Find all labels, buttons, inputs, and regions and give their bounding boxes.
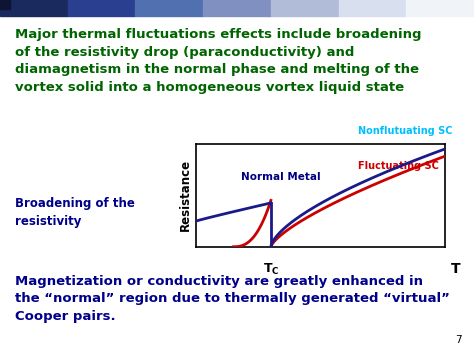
Bar — [68, 0, 136, 16]
Bar — [136, 0, 203, 16]
Bar — [406, 0, 474, 16]
Bar — [338, 0, 406, 16]
Bar — [0, 0, 68, 16]
Text: $\mathbf{T_C}$: $\mathbf{T_C}$ — [263, 262, 279, 277]
Text: 7: 7 — [456, 335, 462, 345]
Text: $\mathbf{T}$: $\mathbf{T}$ — [450, 262, 462, 276]
Bar — [0, 0, 10, 9]
Text: Broadening of the
resistivity: Broadening of the resistivity — [15, 197, 135, 228]
Text: Major thermal fluctuations effects include broadening
of the resistivity drop (p: Major thermal fluctuations effects inclu… — [15, 28, 421, 93]
Text: Fluctuating SC: Fluctuating SC — [358, 162, 439, 171]
Text: Nonflutuating SC: Nonflutuating SC — [358, 126, 453, 136]
Text: Magnetization or conductivity are greatly enhanced in
the “normal” region due to: Magnetization or conductivity are greatl… — [15, 275, 450, 323]
Bar — [271, 0, 338, 16]
Y-axis label: Resistance: Resistance — [179, 159, 192, 231]
Bar — [203, 0, 271, 16]
Text: Normal Metal: Normal Metal — [241, 172, 320, 182]
